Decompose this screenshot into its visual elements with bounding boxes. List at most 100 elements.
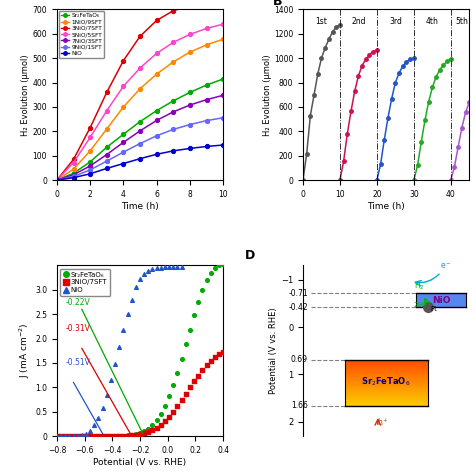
3NiO/7SFT [70,432,77,440]
Y-axis label: J (mA cm$^{-2}$): J (mA cm$^{-2}$) [18,323,32,378]
Bar [345,382,428,383]
Text: h$^+$: h$^+$ [377,416,389,428]
Bar [345,364,428,365]
Sr₂FeTaO₆ [203,276,210,284]
7NiO/3SFT [137,128,143,134]
NiO [128,296,136,303]
Line: 3NiO/7SFT: 3NiO/7SFT [55,0,225,182]
Text: B: B [273,0,283,8]
NiO [71,175,76,181]
Sr₂FeTaO₆ [165,392,173,400]
3NiO/7SFT [95,432,102,440]
Sr₂FeTaO₆ [104,145,109,150]
Sr₂FeTaO₆ [74,432,82,440]
Sr₂FeTaO₆ [86,432,94,440]
3NiO/7SFT [119,432,127,440]
Y-axis label: Potential (V vs. RHE): Potential (V vs. RHE) [269,308,278,394]
9NiO/1SFT [171,127,176,132]
9NiO/1SFT [137,141,143,146]
NiO [70,432,77,440]
Sr₂FeTaO₆ [70,432,77,440]
Text: 2H$^+$: 2H$^+$ [413,300,429,310]
3NiO/7SFT [199,366,206,374]
Bar [345,393,428,394]
NiO [95,414,102,421]
Text: 1st: 1st [316,17,328,26]
3NiO/7SFT [154,18,159,23]
NiO [157,264,164,272]
Bar [345,370,428,371]
3NiO/7SFT [54,177,60,183]
Line: 5NiO/5SFT: 5NiO/5SFT [55,22,225,182]
3NiO/7SFT [65,432,73,440]
3NiO/7SFT [91,432,98,440]
Sr₂FeTaO₆ [190,311,198,319]
Bar [345,365,428,366]
Sr₂FeTaO₆ [65,432,73,440]
Text: 3rd: 3rd [389,17,402,26]
NiO [99,404,106,411]
Y-axis label: H₂ Evolution (μmol): H₂ Evolution (μmol) [264,54,273,136]
Bar [345,399,428,400]
NiO [87,171,93,177]
3NiO/7SFT [137,34,143,39]
Bar [345,386,428,387]
Sr₂FeTaO₆ [173,369,181,376]
NiO [103,391,110,399]
3NiO/7SFT [103,432,110,440]
3NiO/7SFT [116,432,123,440]
Sr₂FeTaO₆ [91,432,98,440]
3NiO/7SFT [71,156,76,162]
Bar [345,402,428,403]
Text: -0.51V: -0.51V [66,358,91,367]
5NiO/5SFT [220,21,226,27]
1NiO/9SFT [204,42,210,48]
NiO [171,148,176,154]
Sr₂FeTaO₆ [194,298,202,306]
Y-axis label: H₂ Evolution (μmol): H₂ Evolution (μmol) [21,54,30,136]
Bar [345,384,428,385]
3NiO/7SFT [62,432,69,440]
7NiO/3SFT [71,172,76,178]
1NiO/9SFT [187,49,193,55]
Bar [345,360,428,361]
Bar [345,389,428,390]
NiO [173,264,181,271]
3NiO/7SFT [178,396,185,404]
Sr₂FeTaO₆ [95,432,102,440]
Text: -0.31V: -0.31V [66,324,91,333]
3NiO/7SFT [194,372,202,379]
1NiO/9SFT [120,104,126,110]
Bar [345,362,428,363]
Sr₂FeTaO₆ [78,432,86,440]
NiO [65,432,73,440]
Bar [345,388,428,389]
3NiO/7SFT [111,432,119,440]
5NiO/5SFT [54,177,60,183]
Text: H$_2$: H$_2$ [414,279,425,292]
Sr₂FeTaO₆ [182,341,190,348]
Sr₂FeTaO₆ [207,269,214,276]
NiO [53,432,61,440]
Sr₂FeTaO₆ [145,425,152,433]
NiO [161,264,169,271]
NiO [82,430,90,438]
X-axis label: Time (h): Time (h) [367,201,405,210]
NiO [111,360,119,368]
Sr₂FeTaO₆ [132,430,140,438]
NiO [119,326,127,334]
Text: Pt: Pt [430,306,437,312]
Sr₂FeTaO₆ [119,432,127,439]
3NiO/7SFT [145,428,152,436]
NiO [124,310,131,318]
Sr₂FeTaO₆ [178,355,185,363]
Text: -0.22V: -0.22V [66,298,91,307]
3NiO/7SFT [120,58,126,64]
NiO [187,146,193,151]
1NiO/9SFT [171,59,176,65]
3NiO/7SFT [182,390,190,398]
Bar [345,392,428,393]
NiO [220,142,226,148]
5NiO/5SFT [104,108,109,113]
5NiO/5SFT [204,26,210,31]
